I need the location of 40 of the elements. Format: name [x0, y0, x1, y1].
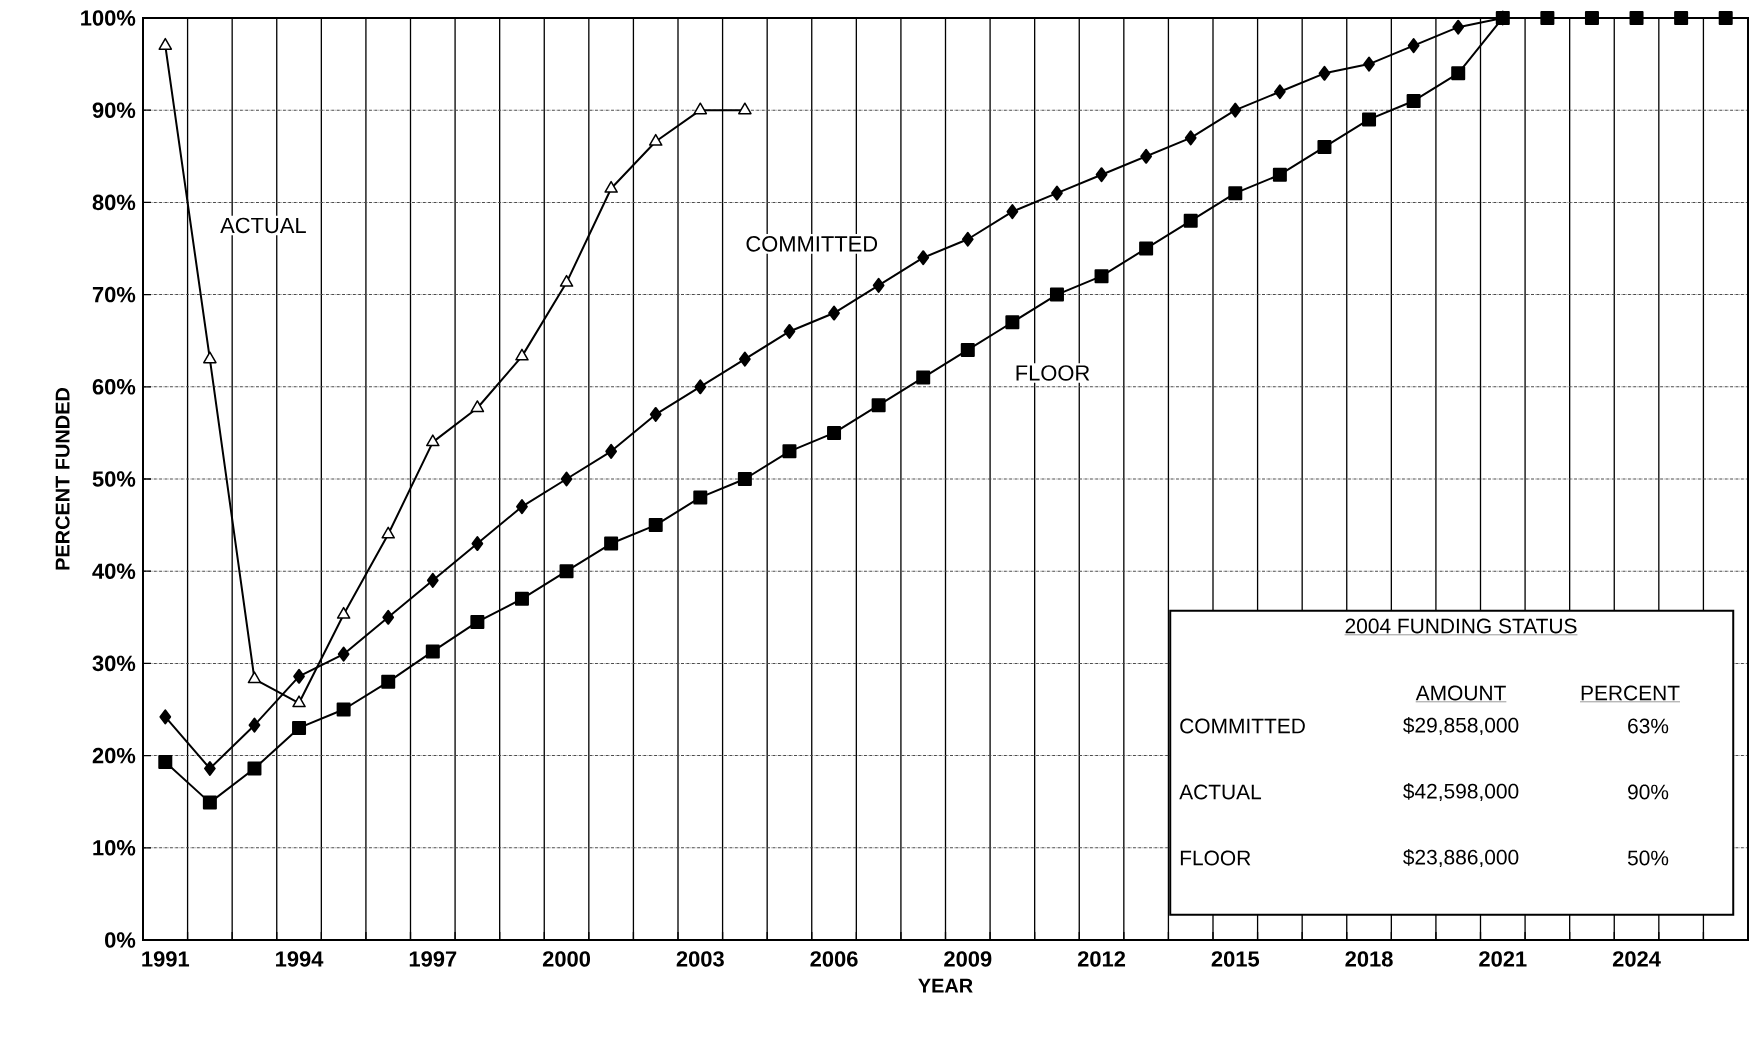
y-tick-label: 0% — [105, 932, 136, 948]
annotation: 63% — [1628, 718, 1669, 734]
x-axis-title: YEAR — [918, 978, 973, 993]
y-tick-label: 80% — [92, 194, 136, 211]
series-label: ACTUAL — [220, 217, 306, 234]
annotation: PERCENT — [1581, 685, 1680, 701]
y-tick-label: 60% — [92, 379, 136, 395]
y-tick-label: 30% — [92, 655, 136, 672]
x-tick-label: 1997 — [409, 951, 457, 967]
y-tick-label: 100% — [81, 10, 136, 26]
x-tick-label: 2000 — [542, 951, 591, 967]
y-axis-title: PERCENT FUNDED — [55, 387, 70, 570]
x-tick-label: 2024 — [1612, 951, 1661, 967]
y-tick-label: 10% — [93, 840, 136, 856]
y-tick-label: 70% — [92, 286, 136, 303]
y-tick-label: 50% — [92, 471, 136, 487]
x-tick-label: 2018 — [1345, 951, 1393, 967]
annotation: COMMITTED — [1180, 718, 1305, 734]
annotation: $42,598,000 — [1403, 782, 1519, 802]
x-tick-label: 2009 — [944, 951, 992, 967]
x-tick-label: 2012 — [1077, 951, 1126, 967]
annotation: 2004 FUNDING STATUS — [1345, 618, 1577, 634]
annotation: $29,858,000 — [1403, 716, 1519, 736]
y-tick-label: 20% — [92, 747, 136, 764]
y-tick-label: 90% — [92, 102, 136, 118]
annotation: 90% — [1628, 784, 1669, 800]
annotation: $23,886,000 — [1403, 848, 1519, 868]
series-label: FLOOR — [1016, 365, 1090, 381]
annotation: 50% — [1627, 850, 1669, 866]
y-tick-label: 40% — [92, 563, 136, 579]
x-tick-label: 2021 — [1479, 951, 1527, 967]
x-tick-label: 2006 — [810, 951, 858, 967]
annotation: ACTUAL — [1179, 784, 1262, 800]
series-label: COMMITTED — [746, 236, 878, 252]
x-tick-label: 2003 — [676, 951, 724, 967]
x-tick-label: 1991 — [142, 951, 190, 967]
annotation: FLOOR — [1180, 850, 1251, 866]
annotation: AMOUNT — [1415, 685, 1506, 701]
x-tick-label: 2015 — [1211, 951, 1260, 967]
x-tick-label: 1994 — [276, 951, 324, 967]
